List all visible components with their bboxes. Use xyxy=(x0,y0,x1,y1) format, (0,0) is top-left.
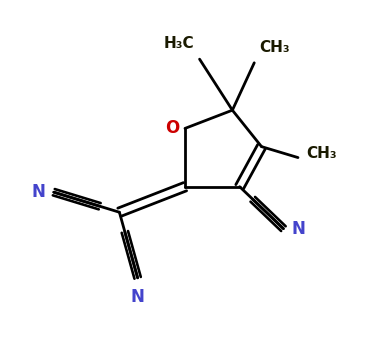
Text: N: N xyxy=(32,183,46,201)
Text: H₃C: H₃C xyxy=(164,36,194,51)
Text: N: N xyxy=(292,220,305,238)
Text: CH₃: CH₃ xyxy=(260,40,290,55)
Text: O: O xyxy=(165,119,179,137)
Text: N: N xyxy=(131,288,145,306)
Text: CH₃: CH₃ xyxy=(306,146,337,161)
